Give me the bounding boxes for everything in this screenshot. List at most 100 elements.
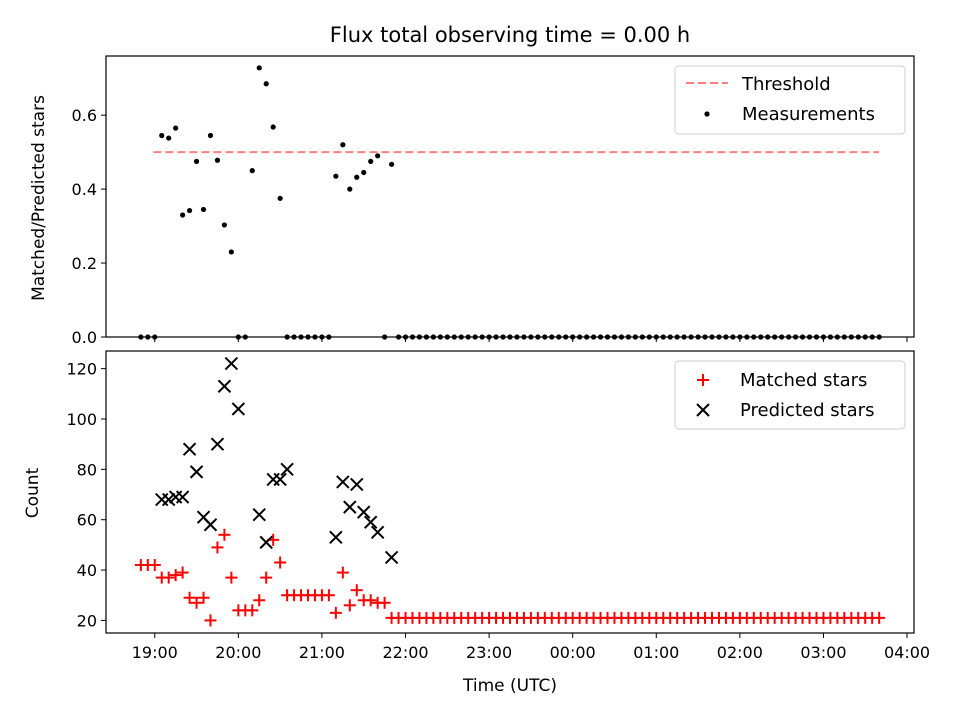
- top-ytick-label: 0.6: [72, 106, 97, 125]
- measurement-point: [277, 195, 283, 201]
- predicted-point-b: [370, 525, 385, 539]
- bottom-marks: [134, 356, 886, 627]
- predicted-point: [336, 475, 350, 489]
- legend-matched-swatch: [697, 374, 709, 386]
- measurement-point: [207, 132, 214, 139]
- predicted-point-b: [210, 437, 225, 451]
- matched-point: [253, 594, 266, 607]
- predicted-point-b: [224, 356, 239, 371]
- legend-threshold-label: Threshold: [741, 74, 831, 95]
- predicted-point-b: [175, 490, 190, 504]
- bottom-ytick-label: 20: [77, 611, 97, 630]
- matched-point: [162, 571, 175, 584]
- predicted-point: [363, 515, 378, 529]
- measurement-point: [375, 153, 381, 159]
- bottom-xtick-label: 00:00: [550, 643, 596, 662]
- predicted-point: [203, 518, 218, 532]
- matched-point: [329, 606, 342, 619]
- matched-point: [211, 541, 224, 554]
- measurement-point: [270, 124, 276, 130]
- predicted-point-b: [336, 475, 350, 489]
- bottom-xtick-label: 03:00: [800, 643, 846, 662]
- matched-point: [190, 596, 203, 609]
- bottom-xtick-label: 04:00: [884, 643, 930, 662]
- predicted-point-b: [350, 477, 364, 492]
- bottom-xtick-label: 21:00: [299, 643, 345, 662]
- predicted-point-b: [252, 507, 266, 522]
- measurement-point: [256, 65, 262, 71]
- bottom-ytick-label: 100: [66, 410, 97, 429]
- predicted-point: [370, 525, 385, 539]
- bottom-legend: Matched stars Predicted stars: [674, 360, 906, 430]
- chart-title: Flux total observing time = 0.00 h: [330, 23, 690, 47]
- matched-point: [225, 571, 238, 584]
- measurement-point: [214, 157, 221, 163]
- top-frame: [105, 55, 915, 338]
- matched-point: [246, 604, 259, 617]
- predicted-point-b: [161, 492, 176, 507]
- bottom-xtick-label: 22:00: [382, 643, 428, 662]
- matched-point: [378, 596, 391, 609]
- legend-matched-label: Matched stars: [740, 370, 867, 391]
- predicted-point-b: [189, 465, 204, 479]
- measurement-point: [221, 222, 228, 228]
- predicted-point: [343, 500, 357, 514]
- matched-point: [176, 566, 189, 579]
- bottom-xtick-label: 19:00: [132, 643, 178, 662]
- bottom-axes: Count Time (UTC) 19:00 20:00 21:00 22:00 23:…: [23, 350, 930, 696]
- bottom-legend-box: [674, 360, 906, 430]
- matched-point: [873, 611, 886, 624]
- predicted-point-b: [231, 402, 246, 416]
- top-ytick-label: 0.4: [72, 180, 97, 199]
- predicted-point: [384, 550, 399, 565]
- predicted-point-b: [203, 518, 218, 532]
- top-legend-box: [674, 65, 906, 135]
- measurement-point: [388, 161, 395, 167]
- bottom-xlabel: Time (UTC): [462, 676, 557, 696]
- top-ytick-label: 0.2: [72, 254, 97, 273]
- measurement-point: [354, 174, 360, 180]
- predicted-point-b: [196, 510, 211, 524]
- predicted-point: [231, 402, 246, 416]
- matched-point: [274, 556, 287, 569]
- predicted-point: [161, 492, 176, 507]
- predicted-point: [350, 477, 364, 492]
- measurement-point: [340, 142, 346, 148]
- measurement-point: [159, 132, 165, 139]
- bottom-xtick-label: 02:00: [717, 643, 763, 662]
- top-axes: Matched/Predicted stars 0.0 0.2 0.4 0.6 Thr…: [29, 55, 915, 347]
- measurement-point: [200, 206, 207, 213]
- bottom-ytick-label: 60: [77, 511, 97, 530]
- measurement-point: [228, 249, 234, 255]
- legend-measurements-label: Measurements: [742, 104, 875, 125]
- predicted-point-b: [280, 462, 294, 477]
- top-ylabel: Matched/Predicted stars: [29, 95, 49, 301]
- predicted-point-b: [273, 472, 287, 487]
- predicted-point: [357, 505, 371, 519]
- matched-point: [148, 559, 161, 572]
- predicted-point-b: [259, 535, 273, 550]
- top-ticks: 0.0 0.2 0.4 0.6: [72, 106, 908, 347]
- matched-point: [169, 569, 182, 582]
- matched-point: [350, 584, 363, 597]
- predicted-point-b: [363, 515, 378, 529]
- matched-point: [183, 591, 196, 604]
- bottom-xtick-label: 23:00: [466, 643, 512, 662]
- predicted-point: [217, 379, 232, 393]
- predicted-point-b: [343, 500, 357, 514]
- predicted-point-b: [357, 505, 371, 519]
- bottom-xtick-label: 20:00: [215, 643, 261, 662]
- bottom-ytick-label: 80: [77, 460, 97, 479]
- predicted-point-b: [182, 442, 197, 456]
- measurement-point: [166, 135, 172, 141]
- measurement-point: [263, 81, 269, 87]
- predicted-point: [189, 465, 204, 479]
- predicted-point-b: [217, 379, 232, 393]
- measurement-point: [249, 168, 255, 174]
- measurement-point: [333, 173, 339, 179]
- predicted-point: [252, 507, 266, 522]
- legend-predicted-swatch: [696, 403, 710, 417]
- bottom-ticks: 19:00 20:00 21:00 22:00 23:00 00:00 01:00 02:00…: [66, 360, 930, 662]
- measurement-point: [186, 207, 193, 214]
- predicted-point: [175, 490, 190, 504]
